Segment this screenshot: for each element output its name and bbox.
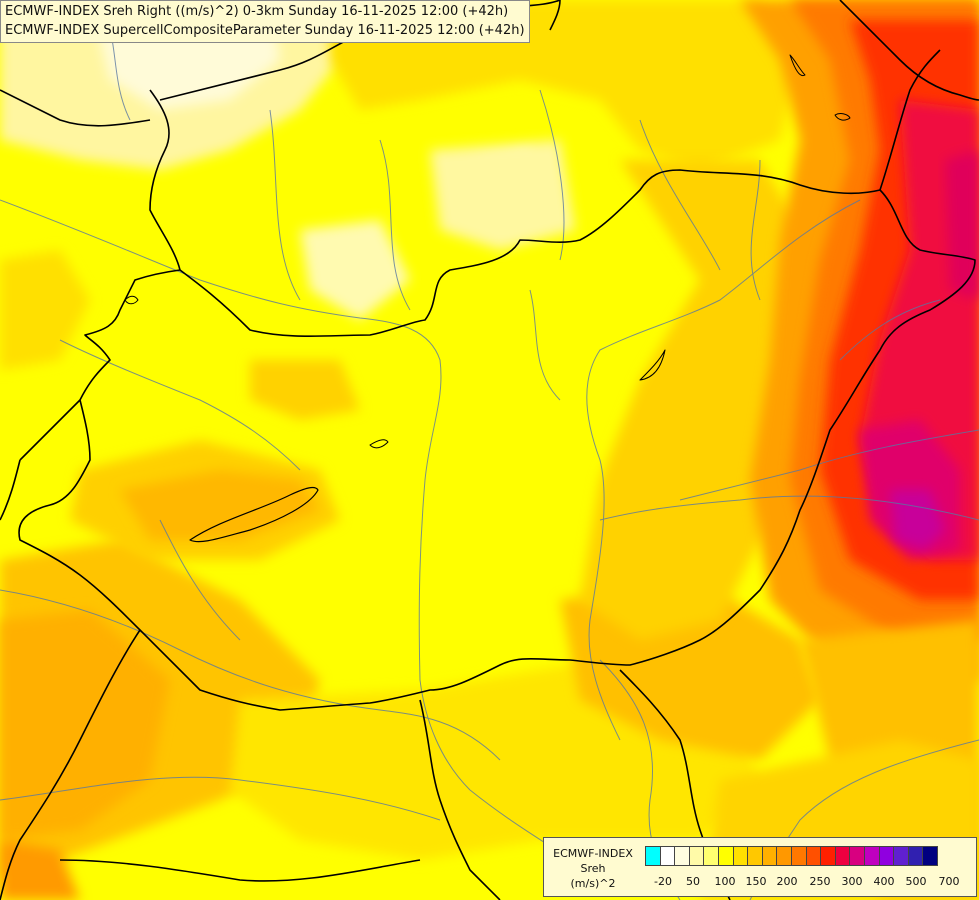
legend-swatch [717, 846, 734, 866]
legend-swatch [776, 846, 792, 866]
legend-swatch [834, 846, 851, 866]
border-lake-small-4 [639, 349, 666, 381]
river-north-1 [269, 109, 301, 301]
border-west-slovenia [0, 399, 81, 521]
river-drava [0, 589, 501, 761]
border-top-short [549, 0, 561, 31]
legend-unit: (m/s)^2 [570, 877, 616, 890]
field-gold-west [0, 250, 90, 370]
legend-ticks: -20 50 100 150 200 250 300 400 500 700 [645, 875, 975, 891]
legend-swatches [645, 846, 938, 866]
legend-swatch [878, 846, 895, 866]
title-line-sreh: ECMWF-INDEX Sreh Right ((m/s)^2) 0-3km S… [5, 4, 509, 19]
legend-swatch [674, 846, 690, 866]
river-ne-1 [750, 159, 761, 301]
legend-swatch [849, 846, 865, 866]
river-north-3 [539, 89, 565, 261]
border-lake-small-1 [369, 439, 389, 449]
river-sava [0, 776, 441, 821]
border-south-sw [59, 859, 421, 882]
legend-tick-label: 50 [686, 875, 700, 888]
field-purple-core [890, 490, 945, 550]
river-raba [59, 339, 301, 471]
river-danube [0, 199, 601, 881]
legend-tick-label: 500 [905, 875, 927, 888]
legend-swatch [805, 846, 822, 866]
legend-tick-label: -20 [654, 875, 672, 888]
river-east-sub [839, 299, 941, 361]
legend-swatch [732, 846, 749, 866]
color-legend: ECMWF-INDEX Sreh (m/s)^2 -20 50 100 150 200 2… [543, 837, 977, 897]
field-magenta-east-upper [945, 150, 979, 300]
legend-swatch [893, 846, 909, 866]
legend-swatch [747, 846, 763, 866]
legend-tick-label: 700 [938, 875, 960, 888]
legend-swatch [688, 846, 705, 866]
legend-swatch [659, 846, 676, 866]
border-east-ukraine [839, 0, 979, 101]
border-south-serbia [419, 699, 501, 900]
legend-swatch [645, 846, 661, 866]
legend-swatch [922, 846, 938, 866]
border-sw-croatia [0, 629, 141, 900]
legend-tick-label: 100 [714, 875, 736, 888]
legend-variable: Sreh [580, 862, 606, 875]
legend-tick-label: 250 [809, 875, 831, 888]
title-line-scp: ECMWF-INDEX SupercellCompositeParameter … [5, 23, 525, 38]
river-east-2 [679, 429, 979, 501]
legend-swatch [790, 846, 807, 866]
river-north-2 [379, 139, 411, 311]
field-light-center [430, 140, 575, 250]
legend-title: ECMWF-INDEX Sreh (m/s)^2 [548, 846, 638, 891]
border-lake-small-2 [789, 54, 806, 77]
legend-swatch [907, 846, 924, 866]
field-light-center-north [300, 220, 410, 320]
legend-tick-label: 200 [776, 875, 798, 888]
legend-swatch [863, 846, 880, 866]
field-orange-corner [0, 840, 80, 900]
legend-tick-label: 300 [841, 875, 863, 888]
river-maros [599, 495, 979, 521]
river-sw-2 [159, 519, 241, 641]
legend-tick-label: 150 [745, 875, 767, 888]
river-north-4 [639, 119, 721, 271]
field-orange-southwest-deep [0, 610, 170, 840]
legend-swatch [703, 846, 719, 866]
border-lake-small-5 [124, 295, 139, 305]
legend-swatch [761, 846, 778, 866]
legend-tick-label: 400 [873, 875, 895, 888]
river-central-1 [529, 289, 561, 401]
border-lake-small-3 [834, 113, 851, 121]
river-tisza [586, 199, 861, 741]
title-box: ECMWF-INDEX Sreh Right ((m/s)^2) 0-3km S… [0, 0, 530, 43]
field-gold-mid [250, 360, 360, 420]
border-hungary [18, 169, 976, 711]
border-east-romania [879, 49, 941, 191]
border-lake-balaton [189, 486, 319, 543]
legend-swatch [820, 846, 836, 866]
border-northwest [0, 89, 151, 127]
legend-model: ECMWF-INDEX [553, 847, 633, 860]
